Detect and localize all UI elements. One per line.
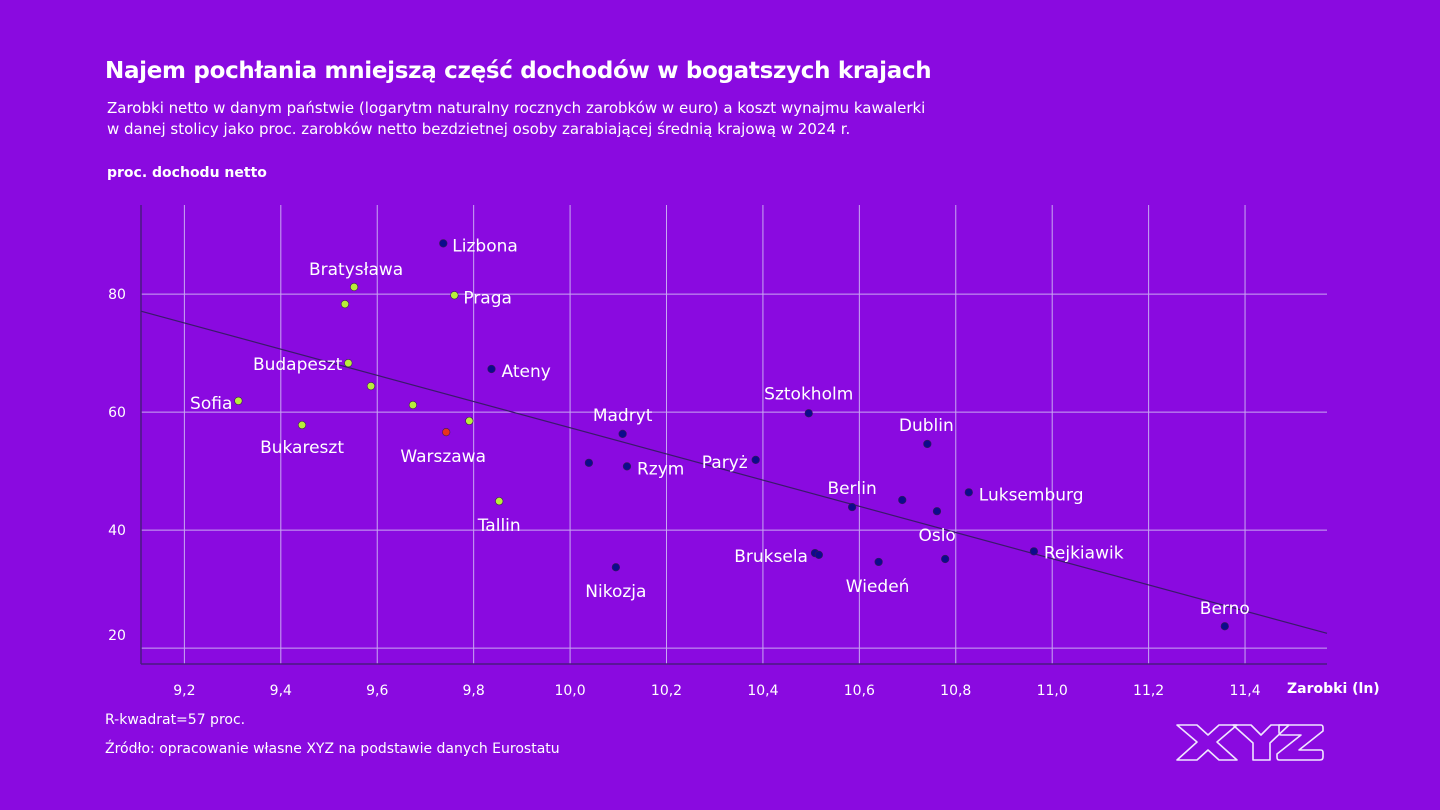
data-point	[439, 239, 448, 248]
point-label: Praga	[463, 288, 512, 308]
point-label: Paryż	[702, 453, 748, 473]
xyz-logo	[1176, 724, 1324, 761]
point-label: Luksemburg	[979, 485, 1084, 505]
data-point	[622, 462, 632, 471]
chart-title: Najem pochłania mniejszą część dochodów …	[105, 58, 932, 84]
data-point	[814, 550, 823, 559]
data-point	[408, 400, 418, 410]
y-axis-label: proc. dochodu netto	[107, 165, 267, 181]
point-label: Lizbona	[452, 236, 518, 256]
x-tick-label: 11,4	[1229, 683, 1260, 699]
data-point	[465, 416, 474, 426]
data-point	[618, 429, 627, 439]
data-point	[487, 364, 496, 374]
data-point	[874, 557, 883, 567]
point-label: Tallin	[477, 516, 521, 536]
data-point	[340, 300, 350, 309]
x-tick-label: 9,4	[270, 683, 292, 699]
data-point	[751, 455, 760, 464]
point-label: Nikozja	[585, 582, 646, 602]
r-squared-note: R-kwadrat=57 proc.	[105, 712, 246, 728]
data-point	[297, 420, 307, 430]
data-point	[495, 497, 504, 506]
x-tick-label: 10,2	[651, 683, 682, 699]
grid	[141, 205, 1327, 664]
x-tick-label: 11,2	[1133, 683, 1164, 699]
point-label: Bruksela	[734, 547, 808, 567]
data-points	[234, 239, 1229, 631]
data-point	[898, 495, 907, 505]
y-tick-label: 60	[108, 405, 126, 421]
trendline	[140, 310, 1328, 634]
data-point	[848, 502, 857, 512]
point-label: Rejkiawik	[1044, 543, 1124, 563]
point-label: Wiedeń	[846, 577, 910, 597]
data-point	[964, 488, 973, 497]
data-point	[804, 409, 813, 418]
chart-subtitle-line1: Zarobki netto w danym państwie (logarytm…	[107, 99, 926, 117]
point-label: Sofia	[190, 394, 232, 414]
x-tick-label: 9,6	[366, 683, 388, 699]
x-tick-label: 10,6	[844, 683, 875, 699]
data-point	[1029, 547, 1038, 556]
data-point	[923, 439, 932, 449]
x-tick-label: 10,8	[940, 683, 971, 699]
point-label: Berno	[1200, 599, 1250, 619]
point-labels: Lizbona Bratysława Praga Budapeszt Sofia Buka…	[190, 236, 1250, 619]
y-tick-label: 80	[108, 287, 126, 303]
data-point	[941, 554, 950, 564]
data-point	[234, 396, 243, 405]
y-tick-label: 20	[108, 628, 126, 644]
point-label: Bukareszt	[260, 438, 344, 458]
data-point	[584, 458, 593, 467]
point-label: Budapeszt	[253, 355, 343, 375]
data-point	[349, 282, 359, 292]
source-note: Źródło: opracowanie własne XYZ na podsta…	[105, 741, 560, 757]
point-label: Ateny	[501, 362, 550, 382]
data-point	[450, 291, 459, 300]
point-label: Madryt	[593, 406, 653, 426]
point-label: Warszawa	[400, 447, 486, 467]
x-tick-label: 10,4	[747, 683, 778, 699]
data-point	[1220, 622, 1229, 631]
y-tick-label: 40	[108, 523, 126, 539]
x-axis-label: Zarobki (ln)	[1287, 681, 1380, 697]
x-tick-label: 11,0	[1037, 683, 1068, 699]
point-label: Rzym	[637, 459, 684, 479]
axes: 9,2 9,4 9,6 9,8 10,0 10,2 10,4 10,6 10,8 11,0 11,2…	[108, 205, 1327, 699]
trend-line	[140, 310, 1328, 634]
data-point	[442, 428, 451, 437]
point-label: Bratysława	[309, 260, 403, 280]
point-label: Sztokholm	[764, 384, 853, 404]
point-label: Oslo	[918, 526, 955, 546]
data-point	[932, 507, 942, 516]
x-tick-label: 9,8	[463, 683, 485, 699]
x-tick-label: 9,2	[173, 683, 195, 699]
chart-subtitle-line2: w danej stolicy jako proc. zarobków nett…	[107, 120, 851, 138]
data-point	[611, 563, 620, 572]
x-tick-label: 10,0	[554, 683, 585, 699]
data-point	[344, 359, 353, 368]
data-point	[366, 382, 376, 391]
point-label: Berlin	[827, 479, 876, 499]
point-label: Dublin	[899, 416, 954, 436]
